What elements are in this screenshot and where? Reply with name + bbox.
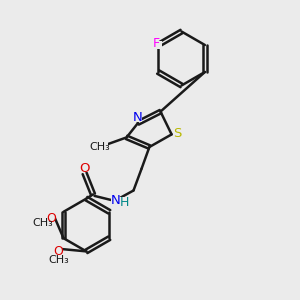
Text: N: N — [110, 194, 120, 208]
Text: H: H — [119, 196, 129, 209]
FancyBboxPatch shape — [48, 214, 56, 222]
Text: S: S — [173, 127, 181, 140]
Text: O: O — [79, 161, 89, 175]
Text: N: N — [133, 111, 142, 124]
FancyBboxPatch shape — [133, 114, 142, 122]
FancyBboxPatch shape — [154, 41, 162, 49]
FancyBboxPatch shape — [54, 248, 62, 255]
FancyBboxPatch shape — [173, 130, 181, 138]
FancyBboxPatch shape — [80, 164, 88, 172]
Text: CH₃: CH₃ — [32, 218, 53, 228]
Text: CH₃: CH₃ — [89, 142, 110, 152]
FancyBboxPatch shape — [111, 196, 124, 206]
Text: O: O — [47, 212, 56, 225]
FancyBboxPatch shape — [34, 219, 51, 227]
FancyBboxPatch shape — [51, 256, 68, 264]
FancyBboxPatch shape — [92, 142, 108, 151]
Text: O: O — [53, 245, 63, 258]
Text: F: F — [153, 37, 160, 50]
Text: CH₃: CH₃ — [49, 255, 70, 265]
